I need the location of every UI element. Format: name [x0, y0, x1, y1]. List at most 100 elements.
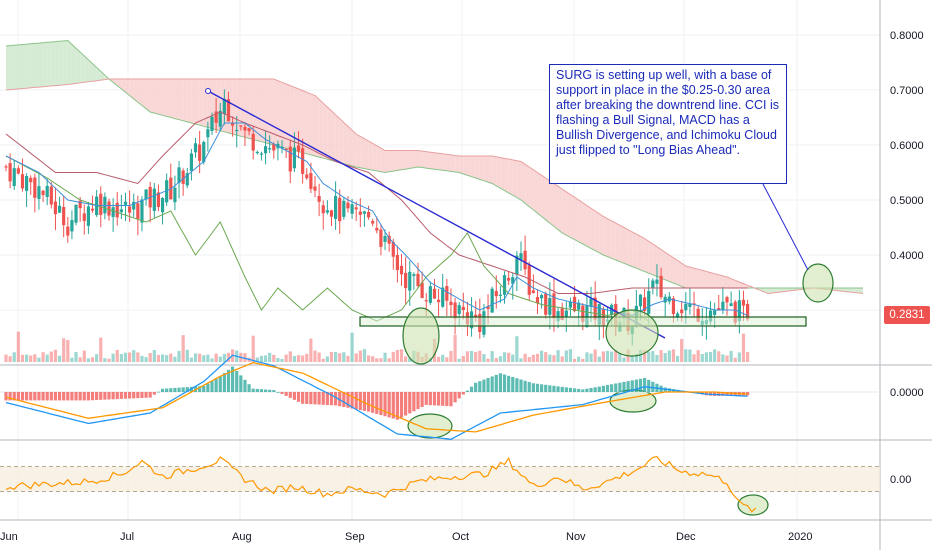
cloud-segment	[364, 138, 369, 170]
macd-histogram-bar	[210, 381, 214, 392]
candle	[45, 178, 49, 206]
cloud-segment	[681, 263, 686, 288]
macd-histogram-bar	[391, 392, 395, 419]
cloud-segment	[714, 273, 719, 288]
cloud-segment	[389, 150, 394, 172]
candle-body	[692, 303, 696, 305]
macd-histogram-bar	[280, 392, 284, 394]
candle	[16, 165, 20, 175]
candle-body	[263, 146, 268, 154]
macd-histogram-bar	[334, 392, 338, 406]
volume-bar	[321, 358, 325, 362]
candle-body	[564, 310, 568, 317]
candle	[288, 139, 292, 184]
volume-bar	[544, 352, 548, 362]
macd-histogram-bar	[177, 387, 181, 392]
candle	[346, 196, 350, 213]
cloud-segment	[356, 134, 361, 168]
candle-body	[507, 277, 511, 281]
candle-body	[391, 242, 395, 257]
cloud-segment	[232, 79, 237, 136]
candle-body	[247, 128, 251, 132]
candle-body	[696, 308, 700, 322]
volume-bar	[160, 354, 165, 362]
candle	[251, 125, 255, 160]
candle-body	[210, 116, 214, 131]
candle	[325, 200, 329, 215]
macd-histogram-bar	[647, 379, 651, 392]
candle	[272, 142, 276, 159]
macd-histogram-bar	[523, 380, 527, 392]
cloud-segment	[273, 79, 278, 147]
cloud-segment	[179, 79, 184, 121]
cloud-segment	[430, 152, 435, 170]
cloud-segment	[846, 288, 851, 293]
volume-bar	[692, 354, 696, 362]
cloud-segment	[640, 236, 645, 272]
volume-bar	[169, 353, 173, 362]
volume-bar	[441, 354, 445, 362]
candle	[66, 216, 70, 243]
candle-body	[29, 177, 33, 183]
volume-bar	[680, 338, 684, 362]
volume-bar	[552, 355, 556, 362]
candle-body	[379, 229, 383, 247]
candle-body	[251, 133, 255, 151]
volume-bar	[622, 357, 626, 362]
cloud-segment	[656, 246, 662, 279]
volume-bar	[511, 354, 515, 362]
cloud-segment	[88, 59, 93, 82]
volume-bar	[284, 354, 288, 362]
macd-histogram-bar	[103, 392, 107, 400]
y-tick-label: 0.8000	[890, 30, 924, 42]
candle-body	[160, 198, 165, 213]
cloud-segment	[619, 225, 624, 264]
macd-histogram-bar	[202, 386, 206, 392]
cloud-segment	[496, 156, 501, 189]
macd-histogram-bar	[268, 389, 272, 392]
candle-body	[515, 255, 519, 275]
candle	[659, 267, 663, 300]
macd-histogram-bar	[53, 392, 58, 401]
macd-histogram-bar	[643, 378, 647, 392]
cloud-segment	[603, 216, 608, 257]
cloud-segment	[125, 79, 130, 96]
candle-body	[671, 298, 676, 315]
macd-histogram-bar	[490, 376, 494, 392]
macd-histogram-bar	[321, 392, 325, 405]
macd-histogram-bar	[577, 388, 581, 392]
macd-histogram-bar	[276, 392, 280, 393]
candle	[729, 291, 733, 307]
candle-body	[408, 271, 412, 291]
candle	[173, 175, 177, 211]
cloud-segment	[665, 252, 670, 282]
candle-body	[296, 145, 301, 152]
cloud-segment	[537, 172, 542, 217]
volume-bar	[375, 358, 379, 362]
analysis-note[interactable]: SURG is setting up well, with a base of …	[549, 64, 787, 184]
cloud-segment	[488, 156, 493, 184]
cloud-segment	[385, 150, 390, 173]
candle-body	[214, 111, 218, 123]
cloud-segment	[858, 288, 863, 294]
macd-histogram-bar	[20, 392, 25, 401]
volume-bar	[37, 357, 41, 362]
volume-bar	[342, 352, 346, 362]
cloud-segment	[525, 164, 530, 207]
volume-bar	[86, 358, 90, 362]
volume-bar	[371, 356, 375, 362]
candle-body	[305, 174, 309, 179]
candle-body	[313, 186, 317, 191]
macd-histogram-bar	[552, 385, 556, 392]
cloud-segment	[516, 160, 521, 200]
volume-bar	[301, 355, 305, 362]
volume-bar	[193, 353, 198, 362]
cloud-segment	[203, 79, 208, 128]
macd-histogram-bar	[45, 392, 49, 401]
volume-bar	[457, 358, 461, 362]
candle	[651, 278, 655, 295]
candle	[725, 295, 729, 316]
cloud-segment	[18, 44, 23, 89]
candle-body	[560, 308, 564, 320]
